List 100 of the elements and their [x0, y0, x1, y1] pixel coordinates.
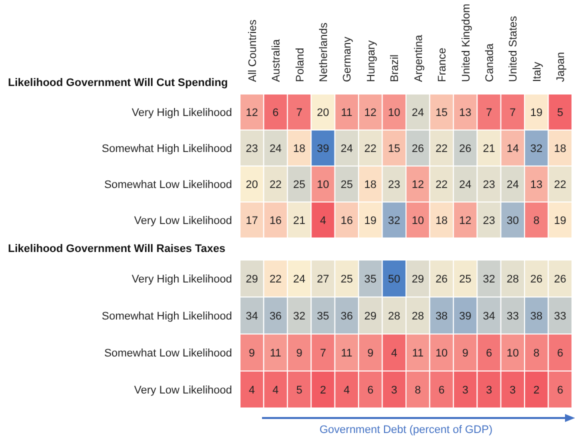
data-label: 13: [459, 107, 472, 119]
data-label: 7: [510, 107, 516, 119]
x-tick-label: Hungary: [365, 40, 378, 82]
data-label: 8: [533, 348, 540, 360]
data-label: 6: [272, 107, 279, 119]
y-tick-label: Very High Likelihood: [132, 106, 232, 119]
data-label: 26: [412, 143, 424, 155]
data-label: 36: [340, 310, 353, 322]
x-axis-title: Government Debt (percent of GDP): [318, 424, 494, 436]
data-label: 16: [340, 215, 353, 227]
data-label: 22: [364, 143, 377, 155]
data-label: 33: [554, 310, 566, 322]
x-tick-label: United Kingdom: [460, 4, 472, 82]
data-label: 6: [557, 384, 564, 396]
data-label: 23: [388, 179, 400, 191]
x-tick-label: France: [436, 48, 449, 82]
data-label: 12: [246, 107, 258, 119]
data-label: 6: [486, 348, 492, 360]
data-label: 29: [412, 274, 424, 286]
data-label: 24: [412, 107, 424, 119]
data-label: 10: [435, 348, 448, 360]
data-label: 3: [510, 384, 516, 396]
data-label: 18: [435, 215, 448, 227]
data-label: 6: [367, 384, 374, 396]
data-label: 16: [269, 215, 282, 227]
x-tick-label: Japan: [555, 52, 568, 82]
data-label: 29: [246, 274, 258, 286]
data-label: 32: [388, 215, 400, 227]
data-label: 39: [316, 143, 330, 155]
data-label: 6: [438, 384, 445, 396]
data-label: 10: [388, 107, 400, 119]
data-label: 19: [554, 215, 566, 227]
data-label: 26: [435, 274, 448, 286]
data-label: 13: [530, 179, 543, 191]
data-label: 19: [530, 107, 543, 119]
data-label: 9: [462, 348, 468, 360]
x-tick-label: Argentina: [412, 34, 425, 82]
x-tick-label: Poland: [294, 48, 306, 82]
data-label: 3: [462, 384, 468, 396]
data-label: 32: [482, 274, 496, 286]
data-label: 9: [248, 348, 255, 360]
data-label: 19: [364, 215, 377, 227]
data-label: 20: [246, 179, 258, 191]
data-label: 6: [557, 348, 564, 360]
data-label: 11: [341, 348, 352, 360]
text: Likelihood Government Will Cut Spending: [8, 77, 228, 89]
data-label: 28: [506, 274, 519, 286]
x-tick-label: Australia: [270, 38, 283, 82]
x-tick-label: Italy: [531, 61, 544, 82]
data-label: 4: [344, 384, 350, 396]
data-label: 39: [459, 310, 472, 322]
data-label: 8: [414, 384, 421, 396]
data-label: 25: [340, 274, 353, 286]
text: Likelihood Government Will Raises Taxes: [8, 243, 226, 255]
data-label: 10: [506, 348, 519, 360]
data-label: 12: [364, 107, 377, 119]
data-label: 22: [554, 179, 566, 191]
data-label: 35: [316, 310, 330, 322]
data-label: 25: [340, 179, 353, 191]
y-tick-label: Somewhat Low Likelihood: [104, 178, 232, 191]
data-label: 21: [293, 215, 306, 227]
x-tick-label: Germany: [342, 36, 354, 82]
data-label: 14: [506, 143, 519, 155]
data-label: 17: [246, 215, 258, 227]
data-label: 4: [272, 384, 279, 396]
data-label: 33: [506, 310, 519, 322]
data-label: 10: [412, 215, 424, 227]
data-label: 18: [364, 179, 377, 191]
x-tick-label: Netherlands: [318, 22, 330, 82]
data-label: 11: [341, 107, 352, 119]
data-label: 22: [435, 143, 448, 155]
y-tick-label: Somewhat Low Likelihood: [104, 347, 232, 360]
data-label: 11: [270, 348, 282, 360]
data-label: 22: [435, 179, 448, 191]
data-label: 10: [316, 179, 330, 191]
data-label: 32: [530, 143, 543, 155]
data-label: 38: [435, 310, 448, 322]
data-label: 28: [412, 310, 424, 322]
data-label: 27: [316, 274, 330, 286]
data-label: 4: [391, 348, 398, 360]
data-label: 24: [269, 143, 282, 155]
x-tick-label: All Countries: [246, 19, 259, 82]
data-label: 24: [506, 179, 519, 191]
y-tick-label: Somewhat High Likelihood: [102, 142, 232, 155]
data-label: 15: [435, 107, 448, 119]
data-label: 22: [269, 274, 282, 286]
data-label: 29: [364, 310, 377, 322]
data-label: 26: [554, 274, 566, 286]
data-label: 12: [412, 179, 424, 191]
data-label: 11: [412, 348, 424, 360]
data-label: 25: [293, 179, 306, 191]
data-label: 5: [296, 384, 302, 396]
data-label: 9: [367, 348, 374, 360]
y-tick-label: Very Low Likelihood: [134, 214, 232, 227]
data-label: 23: [246, 143, 258, 155]
data-label: 26: [530, 274, 543, 286]
data-label: 18: [554, 143, 566, 155]
data-label: 50: [388, 274, 400, 286]
x-tick-label: Canada: [484, 42, 496, 82]
data-label: 28: [388, 310, 400, 322]
